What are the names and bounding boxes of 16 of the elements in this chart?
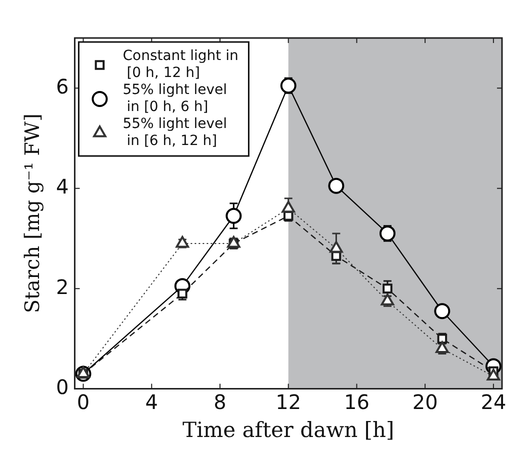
x-tick-label: 8 xyxy=(214,390,226,414)
y-tick-label: 4 xyxy=(56,174,69,199)
x-tick-label: 24 xyxy=(480,390,506,414)
x-tick-label: 16 xyxy=(344,390,370,414)
x-tick-label: 0 xyxy=(76,390,90,414)
x-tick-label: 20 xyxy=(412,390,438,414)
x-axis-title: Time after dawn [h] xyxy=(182,418,394,442)
legend-label: 55% light level in [6 h, 12 h] xyxy=(122,116,228,150)
y-tick-label: 0 xyxy=(56,375,69,400)
legend-label: 55% light level in [0 h, 6 h] xyxy=(122,82,228,116)
y-axis-title: Starch [mg g⁻¹ FW] xyxy=(20,114,44,314)
y-tick-label: 6 xyxy=(56,74,69,98)
x-tick-label: 4 xyxy=(145,390,158,414)
legend-label: Constant light in [0 h, 12 h] xyxy=(122,48,238,82)
x-tick-label: 12 xyxy=(276,390,302,414)
y-tick-label: 2 xyxy=(56,274,69,299)
